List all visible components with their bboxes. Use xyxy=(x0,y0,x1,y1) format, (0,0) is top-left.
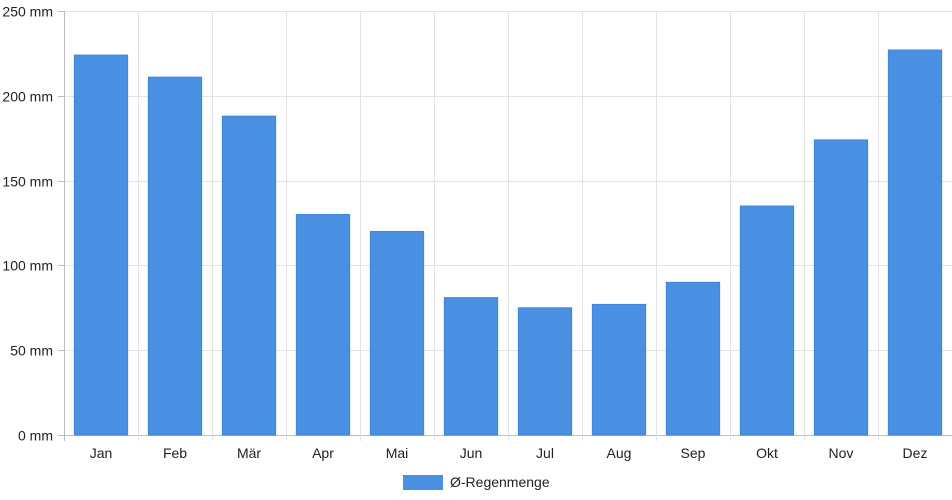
y-tick-label: 200 mm xyxy=(2,89,53,105)
y-tick-label: 100 mm xyxy=(2,258,53,274)
x-tick-label: Mai xyxy=(386,445,409,461)
x-tick-label: Nov xyxy=(829,445,854,461)
x-tick-label: Jan xyxy=(90,445,113,461)
bar-apr[interactable] xyxy=(295,214,351,436)
legend-swatch[interactable] xyxy=(403,475,443,490)
bar-mär[interactable] xyxy=(221,115,277,436)
bar-aug[interactable] xyxy=(591,303,647,436)
x-tick-label: Apr xyxy=(312,445,334,461)
x-tick-label: Okt xyxy=(756,445,778,461)
bar-jun[interactable] xyxy=(443,297,499,436)
bar-sep[interactable] xyxy=(665,281,721,436)
y-tick-label: 50 mm xyxy=(10,343,53,359)
x-tick-label: Mär xyxy=(237,445,261,461)
bar-jul[interactable] xyxy=(517,307,573,436)
x-tick-label: Feb xyxy=(163,445,187,461)
grid xyxy=(64,11,952,441)
bar-mai[interactable] xyxy=(369,230,425,436)
bars xyxy=(73,49,943,436)
y-tick-label: 250 mm xyxy=(2,4,53,20)
x-tick-label: Jun xyxy=(460,445,483,461)
y-axis: 0 mm 50 mm 100 mm 150 mm 200 mm 250 mm xyxy=(2,4,64,444)
y-tick-label: 150 mm xyxy=(2,174,53,190)
bar-jan[interactable] xyxy=(73,54,129,436)
bar-dez[interactable] xyxy=(887,49,943,436)
legend[interactable]: Ø-Regenmenge xyxy=(403,474,550,490)
x-tick-label: Jul xyxy=(536,445,554,461)
x-axis: Jan Feb Mär Apr Mai Jun Jul Aug Sep Okt Nov Dez xyxy=(90,445,928,461)
legend-label[interactable]: Ø-Regenmenge xyxy=(450,474,550,490)
x-tick-label: Dez xyxy=(903,445,928,461)
bar-okt[interactable] xyxy=(739,205,795,436)
x-tick-label: Sep xyxy=(681,445,706,461)
bar-nov[interactable] xyxy=(813,139,869,436)
y-tick-label: 0 mm xyxy=(18,428,53,444)
x-tick-label: Aug xyxy=(607,445,632,461)
bar-feb[interactable] xyxy=(147,76,203,436)
